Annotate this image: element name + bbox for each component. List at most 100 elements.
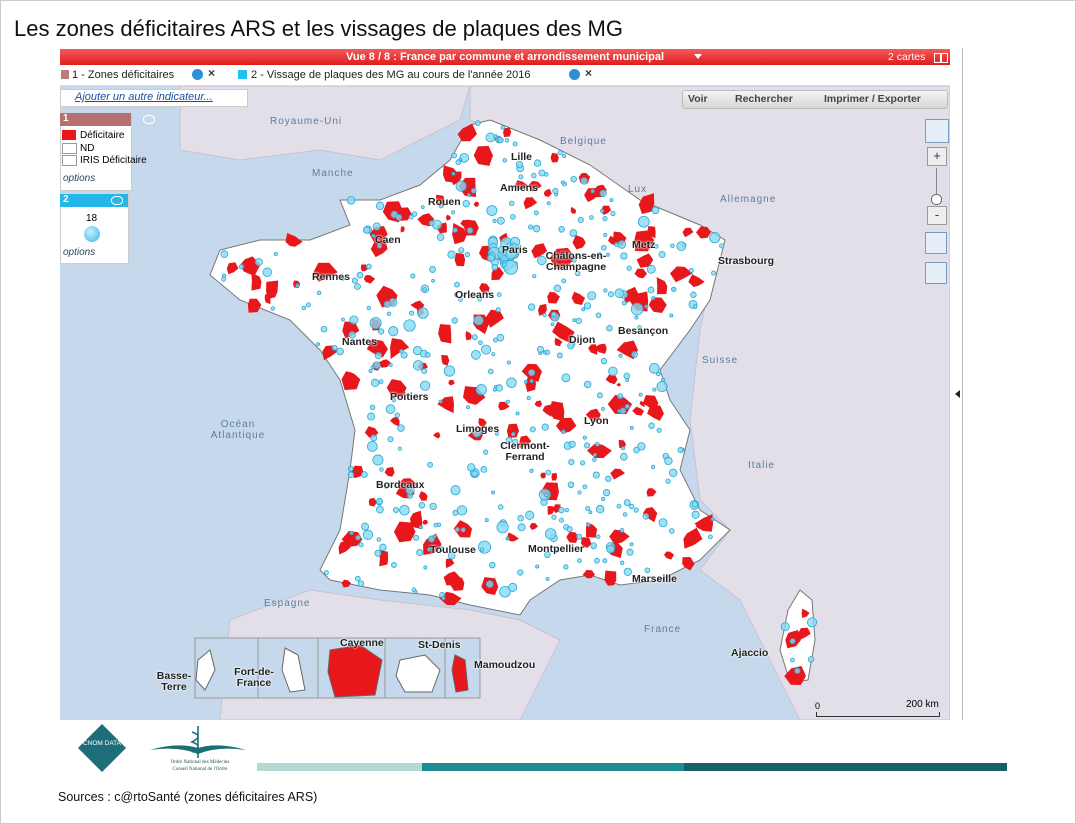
mg-plate xyxy=(807,617,818,628)
mg-plate xyxy=(408,214,414,220)
view-bar[interactable] xyxy=(60,49,950,65)
mg-plate xyxy=(379,543,387,552)
mg-plate xyxy=(623,372,631,380)
zoom-out[interactable]: - xyxy=(927,206,947,225)
cards-icon[interactable] xyxy=(934,53,941,63)
close-icon[interactable]: × xyxy=(208,66,216,80)
close-icon[interactable]: × xyxy=(585,66,593,80)
toolbar-button[interactable]: Voir xyxy=(688,93,708,105)
mg-plate xyxy=(545,576,550,581)
mg-plate xyxy=(536,345,544,353)
mg-plate xyxy=(422,287,427,292)
mg-plate xyxy=(599,208,605,213)
cards-icon[interactable] xyxy=(941,53,948,63)
cards-count[interactable]: 2 cartes xyxy=(888,51,926,63)
layer-name[interactable]: 1 - Zones déficitaires xyxy=(72,69,175,81)
mg-plate xyxy=(316,290,322,296)
zoom-handle[interactable] xyxy=(931,194,942,205)
visibility-icon[interactable] xyxy=(111,196,123,205)
mg-plate xyxy=(471,334,478,341)
city-label: Bordeaux xyxy=(376,479,425,491)
deficit-zone xyxy=(519,435,532,449)
mg-plate xyxy=(553,284,562,292)
mg-plate xyxy=(601,497,606,502)
view-dropdown[interactable] xyxy=(694,54,702,59)
legend-options[interactable]: options xyxy=(63,173,96,184)
mg-plate xyxy=(349,315,359,325)
mg-plate xyxy=(670,243,675,248)
mg-plate xyxy=(711,270,717,276)
legend-options[interactable]: options xyxy=(63,247,96,258)
map xyxy=(60,86,950,720)
mg-plate xyxy=(609,198,614,203)
mg-plate xyxy=(262,267,273,278)
mg-plate xyxy=(472,428,482,438)
panel-toggle[interactable] xyxy=(955,390,960,398)
zoom-in[interactable]: + xyxy=(927,147,947,166)
mg-plate xyxy=(587,291,597,301)
mg-plate xyxy=(366,305,372,311)
full-extent[interactable] xyxy=(925,232,947,254)
zoom-search[interactable] xyxy=(925,262,947,284)
mg-plate xyxy=(403,319,416,332)
mg-plate xyxy=(652,387,657,392)
deficit-zone xyxy=(506,532,519,542)
info-icon[interactable] xyxy=(569,69,580,80)
mg-plate xyxy=(529,378,534,383)
view-title[interactable]: Vue 8 / 8 : France par commune et arrond… xyxy=(345,51,665,63)
deficit-zone xyxy=(688,274,705,288)
city-label: Besançon xyxy=(618,325,669,337)
deficit-zone xyxy=(588,344,598,355)
mg-plate xyxy=(543,172,549,177)
mg-plate xyxy=(623,567,632,576)
mg-plate xyxy=(616,503,622,509)
mg-plate xyxy=(600,357,608,365)
mayotte xyxy=(451,654,469,693)
ordre-logo xyxy=(150,726,246,758)
mg-plate xyxy=(531,172,537,179)
toolbar-button[interactable]: Imprimer / Exporter xyxy=(824,93,921,105)
deficit-zone xyxy=(506,423,519,438)
deficit-zone xyxy=(552,321,575,343)
legend-swatch xyxy=(62,143,77,154)
mg-plate xyxy=(495,431,499,436)
mg-plate xyxy=(654,244,659,249)
deficit-zone xyxy=(341,530,363,547)
mg-plate xyxy=(595,312,602,319)
mg-plate xyxy=(351,277,358,284)
deficit-zone xyxy=(542,404,552,417)
visibility-icon[interactable] xyxy=(143,115,155,124)
mg-plate xyxy=(538,169,546,177)
mg-plate xyxy=(417,307,429,319)
add-indicator[interactable]: Ajouter un autre indicateur... xyxy=(75,91,213,103)
legend-number: 2 xyxy=(63,194,69,205)
mg-plate xyxy=(692,304,698,309)
deficit-zone xyxy=(389,417,400,427)
mg-plate xyxy=(466,227,474,234)
mg-plate xyxy=(567,342,575,350)
region-label: Lux xyxy=(628,184,648,195)
mg-plate xyxy=(527,224,534,230)
mg-plate xyxy=(305,302,312,308)
mg-plate xyxy=(466,405,470,410)
mg-plate xyxy=(563,564,569,570)
info-icon[interactable] xyxy=(192,69,203,80)
deficit-zone xyxy=(571,291,586,306)
city-label: Orleans xyxy=(455,289,495,301)
layer-name[interactable]: 2 - Vissage de plaques des MG au cours d… xyxy=(251,69,531,81)
mg-plate xyxy=(583,302,592,310)
mg-plate xyxy=(584,442,591,449)
deficit-zone xyxy=(386,379,407,398)
mg-plate xyxy=(489,561,496,569)
deficit-zone xyxy=(251,272,262,291)
mg-plate xyxy=(510,213,516,220)
city-label: Nantes xyxy=(342,336,378,348)
add-indicator-box[interactable] xyxy=(60,89,248,107)
zoom-select[interactable] xyxy=(925,119,949,143)
mg-plate xyxy=(491,352,496,357)
toolbar-button[interactable]: Rechercher xyxy=(735,93,793,105)
mg-plate xyxy=(592,471,600,479)
mg-plate xyxy=(462,199,470,208)
mg-plate xyxy=(592,457,597,462)
city-label: Châlons-en-Champagne xyxy=(545,250,607,273)
